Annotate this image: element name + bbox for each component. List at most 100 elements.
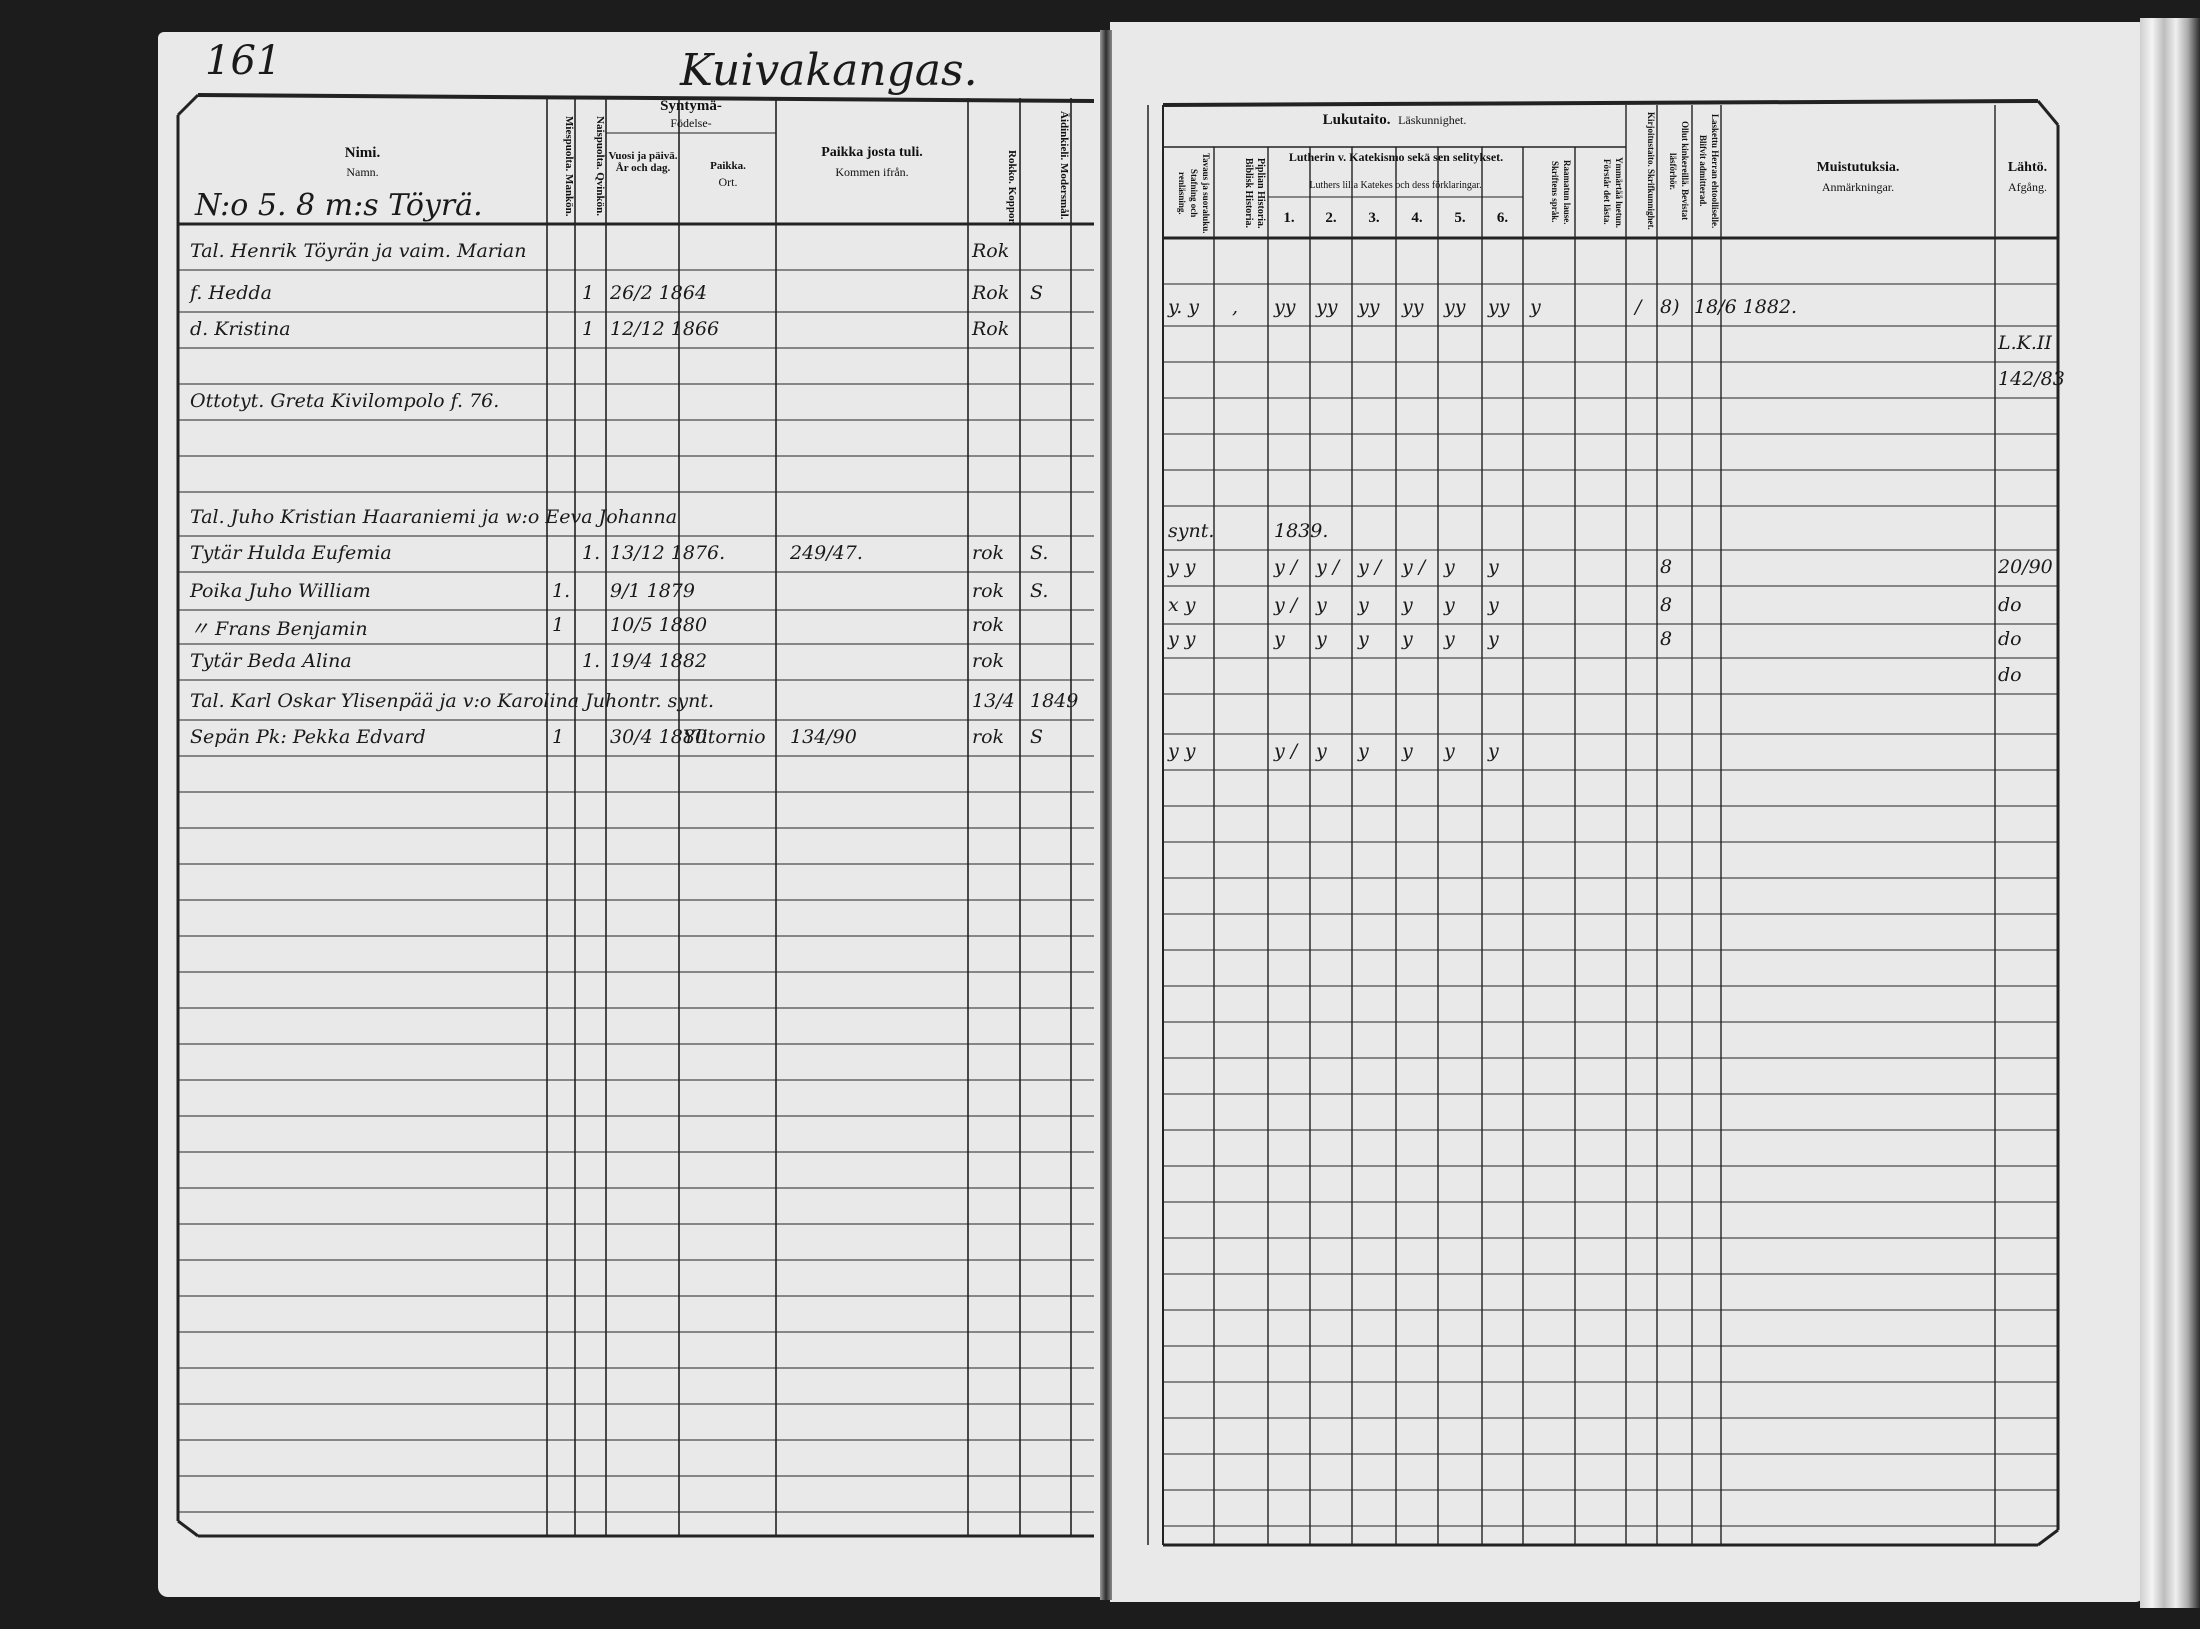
entry-departure: do [1998,664,2022,686]
entry-rokko: Rok [972,318,1010,340]
entry-spell: synt. [1168,520,1215,542]
entry-catechism-2: y [1316,594,1327,616]
entry-departure: 142/83 [1998,368,2065,390]
left-page [158,32,1103,1597]
household-heading: N:o 5. 8 m:s Töyrä. [195,188,483,223]
entry-catechism-2: y / [1316,556,1340,578]
entry-catechism-4: yy [1402,296,1424,318]
entry-catechism-1: y / [1274,740,1298,762]
entry-date: 13/12 1876. [610,542,726,564]
entry-hearings: 8 [1660,628,1673,650]
entry-name: Tal. Juho Kristian Haaraniemi ja w:o Eev… [190,506,678,528]
header-communion: Laskettu Herran ehtoolliselle. Blifvit a… [1698,113,1720,229]
entry-catechism-2: y [1316,740,1327,762]
entry-name: f. Hedda [190,282,272,304]
village-title: Kuivakangas. [680,45,978,96]
entry-name: Tal. Karl Oskar Ylisenpää ja v:o Karolin… [190,690,715,712]
entry-departure: 20/90 [1998,556,2053,578]
entry-name: Tytär Hulda Eufemia [190,542,392,564]
header-catechism-part: 6. [1496,210,1509,226]
entry-catechism-2: y [1316,628,1327,650]
table-border [176,93,200,117]
entry-spell: y y [1168,740,1196,762]
entry-female: 1 [582,318,595,340]
header-from-sv: Kommen ifrån. [835,165,909,179]
entry-catechism-3: y [1358,594,1369,616]
entry-catechism-6: y [1488,594,1499,616]
entry-date: 12/12 1866 [610,318,720,340]
entry-catechism-5: y [1444,628,1455,650]
entry-spell: x y [1168,594,1196,616]
header-birth-sv: Födelse- [670,116,712,130]
header-reading-sv: Läskunnighet. [1398,113,1467,127]
entry-from: 249/47. [790,542,863,564]
entry-catechism-2: yy [1316,296,1338,318]
entry-catechism-6: y [1488,740,1499,762]
entry-hearings: 8) [1660,296,1680,318]
table-border [2037,1528,2059,1547]
entry-date: 9/1 1879 [610,580,695,602]
entry-writing: / [1635,296,1642,318]
header-departure-sv: Afgång. [2008,180,2047,194]
header-name: Nimi. [344,145,381,161]
entry-male: 1. [552,580,571,602]
entry-female: 1. [582,542,601,564]
entry-catechism-1: y / [1274,594,1298,616]
entry-catechism-3: y / [1358,556,1382,578]
header-understands: Ymmärtää luetun. Förstår det lästa. [1602,156,1624,228]
entry-lang: S [1030,726,1044,748]
table-border [2036,100,2060,126]
table-border [177,1519,199,1538]
entry-rokko: rok [972,580,1005,602]
header-male: Miespuolta. Mankön. [563,115,575,217]
entry-date: 10/5 1880 [610,614,708,636]
entry-catechism-5: y [1444,740,1455,762]
entry-rokko: rok [972,542,1005,564]
entry-catechism-1: yy [1274,296,1296,318]
entry-catechism-5: y [1444,594,1455,616]
entry-catechism-4: y [1402,628,1413,650]
entry-rokko: rok [972,650,1005,672]
entry-name: Tytär Beda Alina [190,650,352,672]
table-border [197,93,1095,103]
header-place: Paikka. [710,160,746,172]
header-notes-sv: Anmärkningar. [1821,180,1895,194]
header-female: Naispuolta. Qvinkön. [594,116,606,216]
entry-lang: S. [1030,580,1049,602]
entry-rokko: 13/4 [972,690,1015,712]
header-notes: Muistutuksia. [1816,160,1900,175]
header-rokko: Rokko. Koppor. [1006,150,1018,226]
header-catechism-sv: Luthers lilla Katekes och dess förklarin… [1309,180,1482,191]
entry-catechism-4: y / [1402,556,1426,578]
entry-rokko: rok [972,726,1005,748]
entry-departure: L.K.II [1998,332,2052,354]
entry-lang: 1849 [1030,690,1079,712]
entry-catechism-1: y [1274,628,1285,650]
entry-lang: S [1030,282,1044,304]
header-catechism-part: 2. [1325,210,1337,226]
entry-catechism-4: y [1402,740,1413,762]
entry-scripture: y [1530,296,1541,318]
header-date: Vuosi ja päivä. År och dag. [608,150,678,174]
entry-name: Sepän Pk: Pekka Edvard [190,726,426,748]
entry-name: Tal. Henrik Töyrän ja vaim. Marian [190,240,527,262]
header-catechism-part: 3. [1368,210,1380,226]
header-bible: Piplian Historia. Biblisk Historia. [1243,157,1266,229]
entry-male: 1 [552,614,565,636]
entry-spell: y y [1168,556,1196,578]
entry-departure: do [1998,594,2022,616]
entry-rokko: Rok [972,282,1010,304]
entry-catechism-1: 1839. [1274,520,1329,542]
entry-female: 1. [582,650,601,672]
header-writing: Kirjoitustaito. Skrifkunnighet. [1646,112,1656,230]
entry-female: 1 [582,282,595,304]
entry-catechism-6: y [1488,556,1499,578]
entry-catechism-4: y [1402,594,1413,616]
header-spelling: Tavaus ja suoraluku. Stafning och renläs… [1177,152,1211,234]
header-place-sv: Ort. [718,175,738,189]
entry-catechism-6: y [1488,628,1499,650]
header-name-sv: Namn. [346,165,379,179]
right-page [1110,22,2145,1602]
header-reading-fi: Lukutaito. [1322,112,1391,128]
